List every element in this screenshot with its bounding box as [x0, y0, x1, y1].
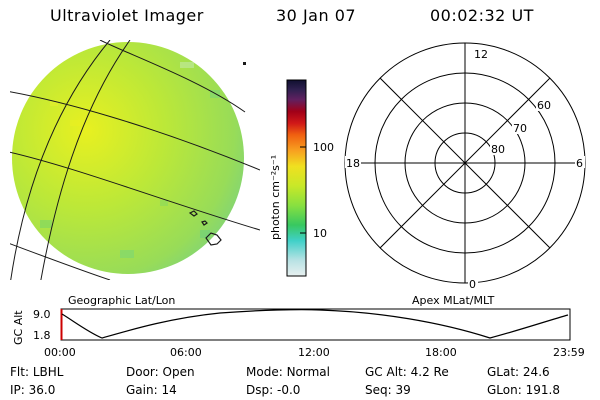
- mlt-label-18: 18: [346, 157, 360, 170]
- alt-ytick-9: 9.0: [33, 308, 51, 321]
- polar-panel-label: Apex MLat/MLT: [412, 294, 495, 307]
- observation-date: 30 Jan 07: [276, 6, 357, 25]
- alt-ytick-1-8: 1.8: [33, 329, 51, 342]
- alt-xtick-1800: 18:00: [425, 346, 457, 359]
- polar-labels: 12 18 6 0 60 70 80: [345, 48, 585, 291]
- colorbar-tick-100: 100: [313, 141, 334, 154]
- altitude-curve: [61, 309, 569, 339]
- info-ip: IP: 36.0: [10, 383, 56, 397]
- latlon-grid: [10, 40, 260, 280]
- observation-time: 00:02:32 UT: [430, 6, 534, 25]
- earth-disk: [12, 42, 244, 274]
- info-mode: Mode: Normal: [246, 365, 330, 379]
- mlt-label-0: 0: [469, 278, 476, 291]
- mlat-label-80: 80: [491, 143, 505, 156]
- info-glon: GLon: 191.8: [487, 383, 560, 397]
- alt-xtick-1200: 12:00: [298, 346, 330, 359]
- info-glat: GLat: 24.6: [487, 365, 550, 379]
- color-bar: 100 10 photon cm⁻²s⁻¹: [269, 79, 334, 277]
- colorbar-tick-10: 10: [313, 227, 327, 240]
- mlt-label-6: 6: [576, 157, 583, 170]
- alt-xtick-0600: 06:00: [170, 346, 202, 359]
- altitude-plot: 9.0 1.8 GC Alt 00:00 06:00 12:00 18:00 2…: [12, 308, 585, 359]
- image-panel-label: Geographic Lat/Lon: [68, 294, 175, 307]
- info-seq: Seq: 39: [365, 383, 411, 397]
- mlat-label-60: 60: [537, 99, 551, 112]
- uvi-image-panel: [10, 40, 260, 280]
- mlat-label-70: 70: [513, 122, 527, 135]
- info-dsp: Dsp: -0.0: [246, 383, 301, 397]
- alt-xtick-0000: 00:00: [44, 346, 76, 359]
- info-flt: Flt: LBHL: [10, 365, 64, 379]
- colorbar-unit-label: photon cm⁻²s⁻¹: [269, 155, 282, 240]
- info-gain: Gain: 14: [126, 383, 177, 397]
- info-door: Door: Open: [126, 365, 195, 379]
- info-gc-alt: GC Alt: 4.2 Re: [365, 365, 449, 379]
- alt-xtick-2359: 23:59: [553, 346, 585, 359]
- alt-ylabel: GC Alt: [12, 310, 25, 345]
- polar-plot: [344, 42, 586, 284]
- mlt-label-12: 12: [474, 48, 488, 61]
- app-title: Ultraviolet Imager: [50, 6, 204, 25]
- coastline: [188, 210, 222, 246]
